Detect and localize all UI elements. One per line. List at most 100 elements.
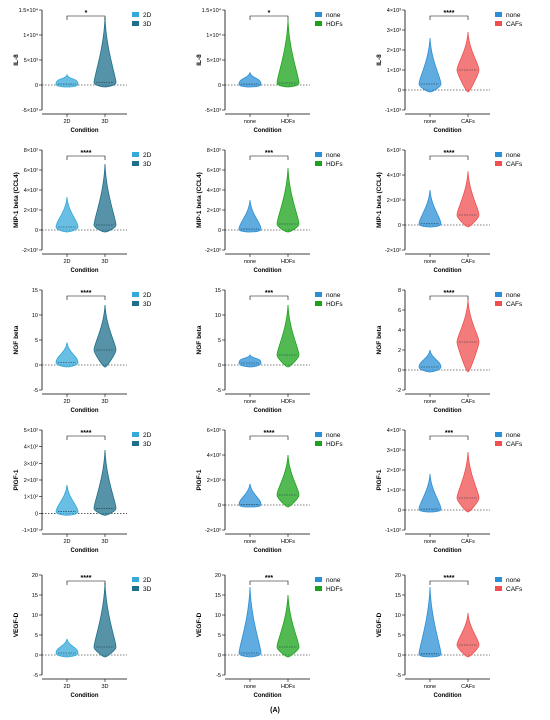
significance-label: ****	[444, 150, 455, 157]
violin-shape	[276, 454, 300, 508]
y-tick-label: 2×10²	[387, 198, 401, 204]
legend-label: 2D	[143, 432, 152, 439]
y-tick-label: 5×10³	[24, 58, 38, 64]
y-tick-label: 4×10²	[24, 445, 38, 451]
x-tick-label: 2D	[63, 399, 70, 405]
legend-label: HDFs	[326, 161, 343, 168]
y-tick-label: -5	[216, 388, 221, 394]
y-tick-label: 10	[32, 313, 38, 319]
y-tick-label: 1.5×10⁴	[202, 7, 222, 14]
x-tick-label: 3D	[101, 539, 108, 545]
legend-swatch	[132, 12, 139, 17]
x-axis-label: Condition	[71, 128, 99, 134]
violin-shape	[93, 17, 117, 88]
significance-label: ****	[81, 430, 92, 437]
y-tick-label: 3×10²	[24, 461, 38, 467]
x-tick-label: HDFs	[281, 539, 295, 545]
x-tick-label: HDFs	[281, 684, 295, 690]
violin-panel: 1.5×10⁴ 1×10⁴ 5×10³ 0 -5×10³ IL-8 Condition non…	[196, 7, 343, 134]
y-axis-label: IL-8	[376, 54, 383, 66]
y-tick-label: 5×10³	[207, 58, 221, 64]
y-tick-label: -1×10²	[22, 528, 38, 534]
x-tick-label: HDFs	[281, 259, 295, 265]
legend-swatch	[315, 292, 322, 297]
y-tick-label: 0	[398, 223, 401, 229]
y-tick-label: 0	[218, 653, 221, 659]
y-tick-label: 1×10⁴	[23, 32, 38, 39]
y-axis-label: PlGF-1	[13, 469, 20, 490]
violin-shape	[418, 473, 442, 513]
y-tick-label: 5	[35, 633, 38, 639]
y-tick-label: 10	[215, 313, 221, 319]
y-tick-label: -5	[216, 673, 221, 679]
legend-label: HDFs	[326, 301, 343, 308]
significance-bracket	[66, 435, 106, 440]
legend-label: 3D	[143, 301, 152, 308]
y-tick-label: 10	[395, 613, 401, 619]
significance-bracket	[429, 435, 469, 440]
y-tick-label: 1×10³	[387, 68, 401, 74]
violin-panel: 5×10² 4×10² 3×10² 2×10² 1×10² 0 -1×10² PlGF-1 Co…	[13, 428, 152, 554]
y-axis-label: VEGF-D	[13, 612, 20, 637]
violin-panel: 8 6 4 2 0 -2 NGF beta Condition none CAFs **** none…	[376, 288, 523, 414]
violin-shape	[93, 304, 117, 368]
y-tick-label: -5×10³	[205, 108, 221, 114]
x-tick-label: 2D	[63, 684, 70, 690]
y-tick-label: 2×10²	[387, 468, 401, 474]
violin-shape	[418, 586, 442, 658]
y-tick-label: 0	[35, 228, 38, 234]
y-tick-label: 5×10²	[24, 428, 38, 434]
y-tick-label: -5×10³	[22, 108, 38, 114]
violin-shape	[418, 349, 442, 373]
violin-shape	[456, 171, 480, 228]
violin-shape	[93, 449, 117, 516]
y-tick-label: 0	[35, 653, 38, 659]
legend-swatch	[495, 21, 502, 26]
legend-swatch	[315, 152, 322, 157]
violin-shape	[276, 304, 300, 368]
y-axis-label: NGF beta	[196, 325, 203, 354]
y-tick-label: 8×10²	[24, 148, 38, 154]
y-tick-label: 20	[32, 573, 38, 579]
x-tick-label: CAFs	[461, 119, 475, 125]
y-tick-label: -1×10²	[385, 528, 401, 534]
legend-swatch	[132, 152, 139, 157]
legend-label: none	[506, 152, 521, 159]
violin-panel: 8×10² 6×10² 4×10² 2×10² 0 -2×10² MIP-1 beta (C…	[196, 148, 343, 274]
y-tick-label: 6×10²	[24, 168, 38, 174]
legend-label: CAFs	[506, 301, 523, 308]
legend-swatch	[495, 12, 502, 17]
violin-shape	[55, 196, 79, 233]
violin-shape	[55, 638, 79, 658]
legend-swatch	[495, 292, 502, 297]
legend-swatch	[132, 441, 139, 446]
x-tick-label: CAFs	[461, 539, 475, 545]
y-tick-label: 0	[218, 83, 221, 89]
violin-panel: 4×10³ 3×10³ 2×10³ 1×10³ 0 -1×10³ IL-8 Condition…	[376, 8, 523, 134]
violin-shape	[456, 451, 480, 513]
legend-label: none	[326, 577, 341, 584]
legend-swatch	[132, 292, 139, 297]
legend-label: none	[326, 432, 341, 439]
y-tick-label: 6×10²	[207, 168, 221, 174]
legend-swatch	[495, 161, 502, 166]
y-tick-label: 3×10³	[387, 28, 401, 34]
violin-panel: 4×10² 3×10² 2×10² 1×10² 0 -1×10² PlGF-1 Conditi…	[376, 428, 523, 554]
x-tick-label: none	[244, 539, 256, 545]
legend-label: none	[506, 432, 521, 439]
x-tick-label: CAFs	[461, 684, 475, 690]
significance-label: ****	[444, 10, 455, 17]
violin-shape	[418, 37, 442, 93]
significance-label: ***	[265, 290, 273, 297]
violin-shape	[276, 594, 300, 658]
violin-shape	[238, 199, 262, 233]
y-tick-label: 0	[218, 228, 221, 234]
legend-label: none	[326, 152, 341, 159]
legend-label: none	[326, 292, 341, 299]
x-axis-label: Condition	[254, 128, 282, 134]
violin-shape	[238, 353, 262, 368]
violin-panel: 15 10 5 0 -5 NGF beta Condition none HDFs *** none…	[196, 288, 343, 414]
legend-label: none	[326, 12, 341, 19]
